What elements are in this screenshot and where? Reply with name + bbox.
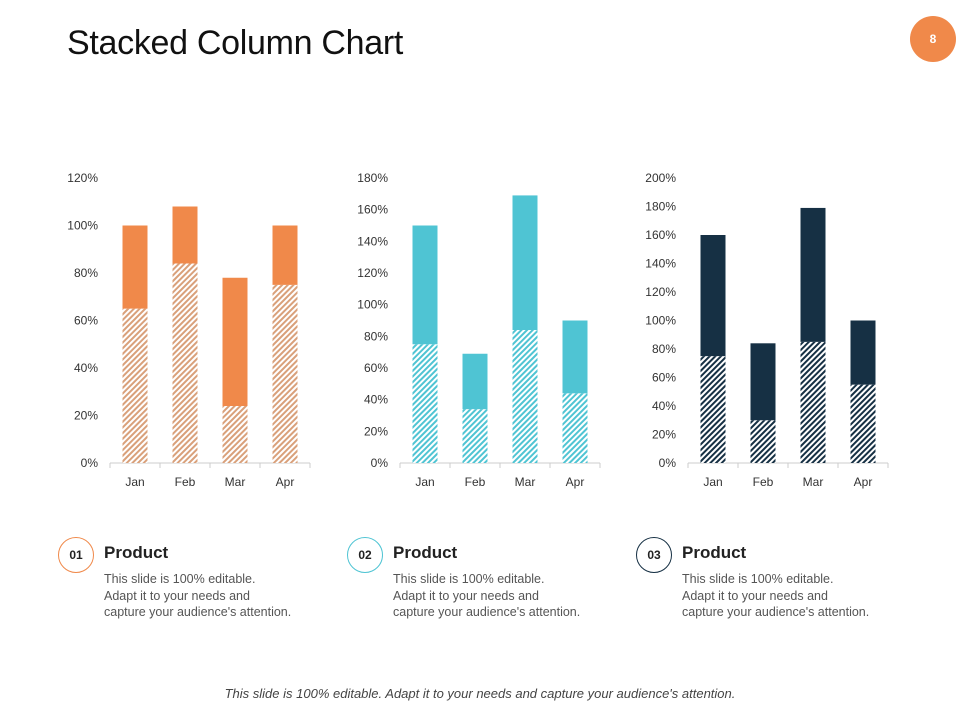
bar-apr-lower xyxy=(850,384,876,463)
y-tick-label: 80% xyxy=(652,342,676,356)
y-tick-label: 180% xyxy=(645,200,676,214)
card-text-line: capture your audience's attention. xyxy=(682,605,870,619)
x-tick-label: Mar xyxy=(803,475,824,489)
y-tick-label: 20% xyxy=(74,409,98,423)
card-text-line: capture your audience's attention. xyxy=(104,605,292,619)
y-tick-label: 40% xyxy=(74,361,98,375)
bar-apr-upper xyxy=(850,320,876,385)
y-tick-label: 80% xyxy=(74,266,98,280)
x-tick-label: Apr xyxy=(276,475,295,489)
y-tick-label: 180% xyxy=(357,171,388,185)
bar-jan-lower xyxy=(700,356,726,463)
x-tick-label: Feb xyxy=(465,475,486,489)
bar-mar-upper xyxy=(512,195,538,330)
y-tick-label: 20% xyxy=(364,424,388,438)
x-tick-label: Apr xyxy=(854,475,873,489)
card-text-line: Adapt it to your needs and xyxy=(393,588,539,603)
number-badge-2: 02 xyxy=(347,537,383,573)
card-title: Product xyxy=(682,543,747,562)
y-tick-label: 60% xyxy=(74,314,98,328)
bar-feb-lower xyxy=(750,420,776,463)
y-tick-label: 140% xyxy=(645,257,676,271)
y-tick-label: 0% xyxy=(659,456,677,470)
bar-jan-upper xyxy=(412,225,438,345)
y-tick-label: 120% xyxy=(67,171,98,185)
y-tick-label: 140% xyxy=(357,234,388,248)
bar-feb-upper xyxy=(462,353,488,410)
x-tick-label: Mar xyxy=(515,475,536,489)
y-tick-label: 200% xyxy=(645,171,676,185)
card-text-line: Adapt it to your needs and xyxy=(682,588,828,603)
y-tick-label: 160% xyxy=(357,203,388,217)
y-tick-label: 120% xyxy=(357,266,388,280)
y-tick-label: 40% xyxy=(652,399,676,413)
x-tick-label: Feb xyxy=(753,475,774,489)
bar-feb-lower xyxy=(462,409,488,463)
card-description: This slide is 100% editable. Adapt it to… xyxy=(393,571,623,621)
bar-jan-lower xyxy=(412,344,438,463)
x-tick-label: Feb xyxy=(175,475,196,489)
card-title: Product xyxy=(104,543,169,562)
bar-jan-lower xyxy=(122,308,148,463)
x-tick-label: Apr xyxy=(566,475,585,489)
card-text-line: Adapt it to your needs and xyxy=(104,588,250,603)
y-tick-label: 80% xyxy=(364,329,388,343)
bar-mar-upper xyxy=(222,277,248,406)
footer-note: This slide is 100% editable. Adapt it to… xyxy=(224,686,736,701)
bar-apr-lower xyxy=(562,393,588,463)
chart-2: 0% 20% 40% 60% 80% 100% 120% 140% 160% 180% Jan Feb… xyxy=(357,171,601,489)
bar-jan-upper xyxy=(122,225,148,309)
bar-feb-upper xyxy=(750,343,776,421)
page-number-badge: 8 xyxy=(910,16,956,62)
y-tick-label: 40% xyxy=(364,393,388,407)
chart-1: 0% 20% 40% 60% 80% 100% 120% Jan Feb Mar Apr xyxy=(67,171,311,489)
number-badge-1: 01 xyxy=(58,537,94,573)
bar-mar-lower xyxy=(512,330,538,463)
card-text-line: This slide is 100% editable. xyxy=(104,572,256,586)
y-tick-label: 0% xyxy=(81,456,99,470)
bar-jan-upper xyxy=(700,235,726,357)
x-tick-label: Jan xyxy=(703,475,722,489)
bar-mar-lower xyxy=(222,406,248,463)
y-tick-label: 60% xyxy=(652,371,676,385)
y-tick-label: 100% xyxy=(357,298,388,312)
x-tick-label: Jan xyxy=(125,475,144,489)
card-description: This slide is 100% editable. Adapt it to… xyxy=(682,571,912,621)
bar-apr-lower xyxy=(272,284,298,463)
bar-mar-lower xyxy=(800,341,826,463)
x-tick-label: Mar xyxy=(225,475,246,489)
card-text-line: This slide is 100% editable. xyxy=(393,572,545,586)
card-title: Product xyxy=(393,543,458,562)
bar-feb-lower xyxy=(172,263,198,463)
card-description: This slide is 100% editable. Adapt it to… xyxy=(104,571,334,621)
bar-apr-upper xyxy=(272,225,298,285)
bar-apr-upper xyxy=(562,320,588,394)
y-tick-label: 100% xyxy=(645,314,676,328)
y-tick-label: 0% xyxy=(371,456,389,470)
y-tick-label: 120% xyxy=(645,285,676,299)
x-tick-label: Jan xyxy=(415,475,434,489)
bar-mar-upper xyxy=(800,207,826,342)
card-text-line: This slide is 100% editable. xyxy=(682,572,834,586)
card-text-line: capture your audience's attention. xyxy=(393,605,581,619)
number-badge-3: 03 xyxy=(636,537,672,573)
y-tick-label: 100% xyxy=(67,219,98,233)
y-tick-label: 20% xyxy=(652,428,676,442)
bar-feb-upper xyxy=(172,206,198,264)
y-tick-label: 160% xyxy=(645,228,676,242)
chart-3: 0% 20% 40% 60% 80% 100% 120% 140% 160% 180% 200% Ja… xyxy=(645,171,889,489)
y-tick-label: 60% xyxy=(364,361,388,375)
page-title: Stacked Column Chart xyxy=(67,24,404,62)
